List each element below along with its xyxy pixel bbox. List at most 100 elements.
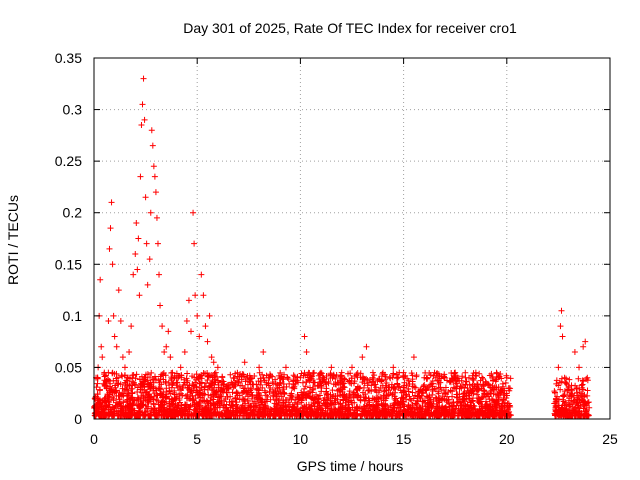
dense-band-marker <box>486 372 493 379</box>
dense-band-marker <box>371 372 378 379</box>
dense-data-band <box>91 369 593 419</box>
dense-band-marker <box>134 389 141 395</box>
dense-band-marker <box>560 393 567 400</box>
dense-band-marker <box>317 405 324 412</box>
dense-band-marker <box>373 396 380 403</box>
dense-band-marker <box>308 373 315 380</box>
y-tick-label: 0.25 <box>55 153 82 169</box>
dense-band-marker <box>235 378 242 385</box>
dense-band-marker <box>450 379 457 386</box>
data-point <box>134 266 141 273</box>
dense-band-marker <box>209 380 216 387</box>
dense-band-marker <box>339 380 346 387</box>
data-point <box>153 214 160 221</box>
dense-band-marker <box>174 379 181 386</box>
dense-band-marker <box>562 379 569 386</box>
data-point <box>390 364 397 371</box>
dense-band-marker <box>373 403 380 410</box>
dense-band-marker <box>131 397 138 404</box>
dense-band-marker <box>203 380 210 387</box>
dense-band-marker <box>474 408 481 415</box>
dense-band-marker <box>460 396 467 403</box>
dense-band-marker <box>257 404 264 411</box>
dense-band-marker <box>323 373 330 380</box>
dense-band-marker <box>435 371 442 378</box>
dense-band-marker <box>263 392 270 399</box>
dense-band-marker <box>407 412 414 419</box>
dense-band-marker <box>197 374 204 381</box>
dense-band-marker <box>123 386 130 393</box>
dense-band-marker <box>128 411 135 418</box>
dense-band-marker <box>305 390 312 397</box>
data-point <box>561 374 568 381</box>
data-point <box>126 348 133 355</box>
dense-band-marker <box>421 381 428 388</box>
dense-band-marker <box>345 401 352 408</box>
dense-band-marker <box>439 395 446 402</box>
dense-band-marker <box>581 402 588 409</box>
data-point <box>110 312 117 319</box>
data-points <box>93 75 591 392</box>
dense-band-marker <box>370 411 377 418</box>
y-tick-label: 0.35 <box>55 50 82 66</box>
dense-band-marker <box>341 376 348 383</box>
dense-band-marker <box>436 408 443 415</box>
dense-band-marker <box>343 412 350 419</box>
dense-band-marker <box>469 388 476 395</box>
dense-band-marker <box>157 406 164 413</box>
x-tick-label: 20 <box>499 431 515 447</box>
dense-band-marker <box>168 384 175 391</box>
dense-band-marker <box>216 393 223 400</box>
dense-band-marker <box>258 378 265 385</box>
dense-band-marker <box>229 389 236 396</box>
dense-band-marker <box>339 391 346 398</box>
dense-band-marker <box>463 390 470 397</box>
data-point <box>301 333 308 340</box>
dense-band-marker <box>102 379 109 386</box>
dense-band-marker <box>152 412 159 419</box>
x-tick-label: 25 <box>602 431 618 447</box>
dense-band-marker <box>443 410 450 417</box>
dense-band-marker <box>134 394 141 401</box>
data-point <box>163 343 170 350</box>
dense-band-marker <box>129 401 136 408</box>
dense-band-marker <box>212 379 219 386</box>
dense-band-marker <box>579 377 586 384</box>
data-point <box>98 343 105 350</box>
dense-band-marker <box>200 369 207 376</box>
dense-band-marker <box>232 394 239 401</box>
dense-band-marker <box>359 405 366 412</box>
dense-band-marker <box>204 386 211 393</box>
data-point <box>117 318 124 325</box>
dense-band-marker <box>205 399 212 406</box>
dense-band-marker <box>569 404 576 411</box>
dense-band-marker <box>150 387 157 394</box>
dense-band-marker <box>302 383 309 390</box>
dense-band-marker <box>131 381 138 388</box>
dense-band-marker <box>337 392 344 399</box>
dense-band-marker <box>493 398 500 405</box>
dense-band-marker <box>246 412 253 419</box>
dense-band-marker <box>102 372 109 379</box>
dense-band-marker <box>484 405 491 412</box>
dense-band-marker <box>447 378 454 385</box>
dense-band-marker <box>158 399 165 406</box>
dense-band-marker <box>390 372 397 379</box>
dense-band-marker <box>501 392 508 399</box>
dense-band-marker <box>471 403 478 410</box>
dense-band-marker <box>553 377 560 384</box>
data-point <box>111 333 118 340</box>
dense-band-marker <box>304 412 311 419</box>
dense-band-marker <box>473 391 480 398</box>
dense-band-marker <box>276 375 283 382</box>
data-point <box>349 364 355 371</box>
dense-band-marker <box>346 388 353 395</box>
dense-band-marker <box>108 386 115 393</box>
dense-band-marker <box>396 383 403 390</box>
data-point <box>128 323 135 330</box>
dense-band-marker <box>119 385 126 392</box>
dense-band-marker <box>410 395 417 402</box>
dense-band-marker <box>174 384 181 391</box>
dense-band-marker <box>156 412 163 419</box>
dense-band-marker <box>158 391 165 398</box>
